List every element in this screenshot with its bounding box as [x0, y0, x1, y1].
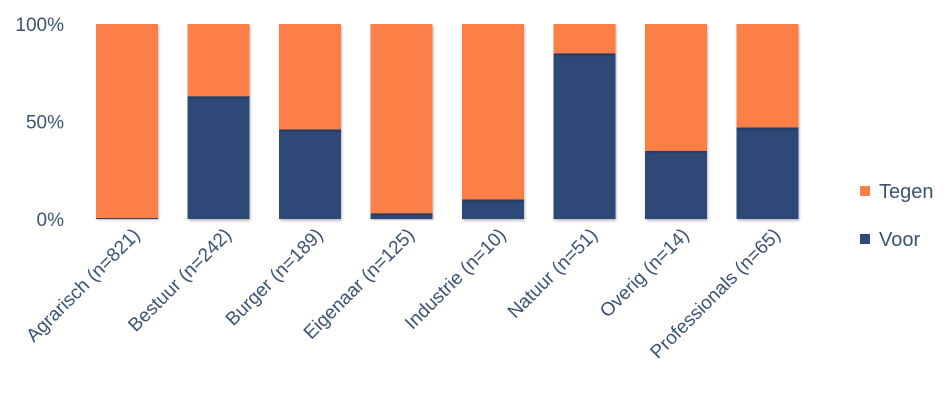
bar-tegen [96, 24, 158, 219]
x-tick-label: Agrarisch (n=821) [23, 225, 145, 347]
bar-tegen [736, 24, 799, 128]
bar-tegen [462, 24, 524, 200]
bar-voor [736, 127, 799, 219]
legend-label-tegen: Tegen [879, 181, 934, 203]
bar-voor [370, 213, 433, 219]
x-axis-labels: Agrarisch (n=821)Bestuur (n=242)Burger (… [23, 225, 786, 363]
bar-voor [462, 199, 524, 219]
bar-voor [187, 96, 250, 219]
legend-swatch-tegen [860, 186, 870, 196]
legend-label-voor: Voor [879, 229, 920, 251]
x-tick-label: Overig (n=14) [596, 225, 693, 322]
bar-voor [553, 53, 616, 219]
legend-swatch-voor [860, 234, 870, 244]
y-tick-label: 100% [15, 15, 64, 36]
bar-tegen [187, 24, 250, 97]
bar-voor [96, 218, 158, 219]
y-tick-label: 0% [37, 210, 65, 231]
bar-voor [645, 150, 707, 219]
y-tick-label: 50% [26, 113, 64, 134]
legend: Tegen Voor [860, 181, 934, 251]
x-tick-label: Industrie (n=10) [401, 225, 510, 334]
bar-tegen [553, 24, 616, 54]
bar-tegen [279, 24, 341, 130]
y-axis: 0% 50% 100% [15, 15, 64, 231]
bar-tegen [370, 24, 433, 214]
bar-tegen [645, 24, 707, 151]
bars [96, 24, 799, 219]
bar-voor [279, 129, 341, 219]
x-tick-label: Burger (n=189) [222, 225, 328, 331]
x-tick-label: Natuur (n=51) [504, 225, 602, 323]
